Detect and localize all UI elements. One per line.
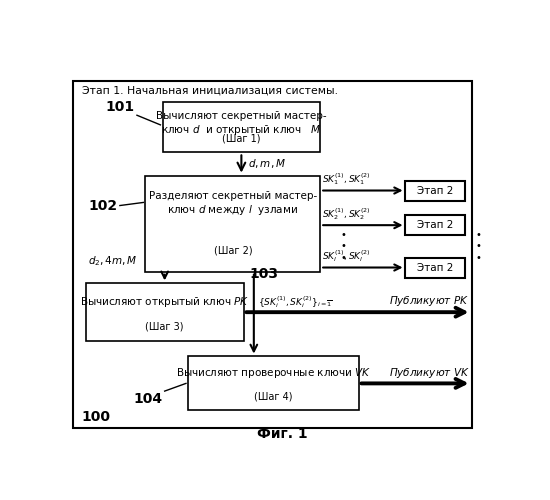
Text: (Шаг 4): (Шаг 4) — [254, 392, 293, 402]
Text: $d, m, M$: $d, m, M$ — [248, 158, 286, 170]
Text: 100: 100 — [81, 410, 111, 424]
Text: (Шаг 2): (Шаг 2) — [213, 246, 252, 256]
Text: $SK_l^{(1)}, SK_l^{(2)}$: $SK_l^{(1)}, SK_l^{(2)}$ — [322, 249, 371, 264]
Text: Этап 2: Этап 2 — [417, 186, 454, 196]
Text: Вычисляют открытый ключ $PK$: Вычисляют открытый ключ $PK$ — [80, 296, 249, 310]
Text: 103: 103 — [250, 268, 278, 281]
Text: 104: 104 — [134, 392, 163, 406]
Bar — [405, 215, 465, 235]
Bar — [145, 176, 320, 272]
Text: Этап 2: Этап 2 — [417, 220, 454, 230]
Text: •
•
•: • • • — [475, 230, 481, 263]
Text: Вычисляют секретный мастер-
ключ $d$  и открытый ключ   $M$: Вычисляют секретный мастер- ключ $d$ и о… — [156, 110, 327, 136]
Text: (Шаг 3): (Шаг 3) — [145, 322, 184, 332]
Bar — [405, 258, 465, 278]
Bar — [86, 284, 244, 341]
Text: Этап 1. Начальная инициализация системы.: Этап 1. Начальная инициализация системы. — [81, 85, 338, 95]
Text: $SK_2^{(1)}, SK_2^{(2)}$: $SK_2^{(1)}, SK_2^{(2)}$ — [322, 206, 371, 222]
Bar — [405, 180, 465, 201]
Text: Вычисляют проверочные ключи $VK$: Вычисляют проверочные ключи $VK$ — [176, 366, 371, 380]
Bar — [188, 356, 359, 410]
Bar — [163, 102, 320, 152]
Text: •
•
•: • • • — [341, 230, 346, 263]
Text: Этап 2: Этап 2 — [417, 262, 454, 272]
Text: $\{SK_i^{(1)}, SK_i^{(2)}\}_{i=\overline{1}}$: $\{SK_i^{(1)}, SK_i^{(2)}\}_{i=\overline… — [258, 294, 333, 310]
Text: Фиг. 1: Фиг. 1 — [256, 427, 307, 441]
Text: $SK_1^{(1)}, SK_1^{(2)}$: $SK_1^{(1)}, SK_1^{(2)}$ — [322, 172, 371, 188]
Text: Разделяют секретный мастер-
ключ $d$ между $l$  узлами: Разделяют секретный мастер- ключ $d$ меж… — [148, 192, 317, 218]
Text: Публикуют $PK$: Публикуют $PK$ — [389, 294, 470, 308]
Text: (Шаг 1): (Шаг 1) — [222, 134, 261, 144]
Text: $d_2, 4m, M$: $d_2, 4m, M$ — [88, 254, 138, 268]
Text: 101: 101 — [106, 100, 135, 114]
Text: Публикуют $VK$: Публикуют $VK$ — [389, 366, 470, 380]
Text: 102: 102 — [89, 198, 118, 212]
